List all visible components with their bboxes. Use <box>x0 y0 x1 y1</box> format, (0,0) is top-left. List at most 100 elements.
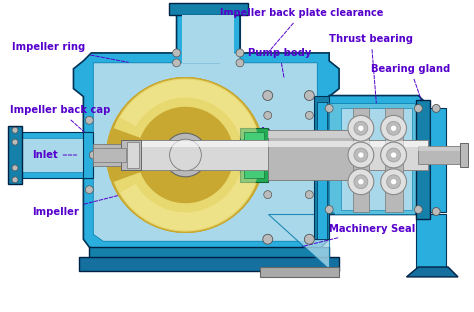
Text: Machinery Seal: Machinery Seal <box>302 224 415 246</box>
Circle shape <box>387 175 401 189</box>
Circle shape <box>12 127 18 133</box>
Circle shape <box>358 152 364 158</box>
Circle shape <box>12 165 18 171</box>
Polygon shape <box>317 102 327 239</box>
Circle shape <box>263 90 273 100</box>
Circle shape <box>305 191 313 199</box>
Circle shape <box>387 121 401 135</box>
Circle shape <box>381 115 407 141</box>
Text: Bearing gland: Bearing gland <box>371 64 450 118</box>
Polygon shape <box>244 132 264 178</box>
Polygon shape <box>113 78 263 151</box>
Polygon shape <box>12 132 93 178</box>
Circle shape <box>304 234 314 244</box>
Polygon shape <box>169 3 248 15</box>
Polygon shape <box>106 78 265 157</box>
Polygon shape <box>93 144 131 166</box>
Polygon shape <box>113 159 263 232</box>
Polygon shape <box>127 142 139 168</box>
Circle shape <box>358 125 364 131</box>
Circle shape <box>170 139 201 171</box>
Circle shape <box>354 148 368 162</box>
Polygon shape <box>80 257 339 271</box>
Polygon shape <box>416 214 446 269</box>
Circle shape <box>85 186 93 194</box>
Polygon shape <box>106 153 265 232</box>
Circle shape <box>348 115 374 141</box>
Polygon shape <box>268 131 359 138</box>
Circle shape <box>325 206 333 213</box>
Polygon shape <box>73 15 339 251</box>
Polygon shape <box>385 109 402 212</box>
Circle shape <box>264 111 272 119</box>
Polygon shape <box>430 109 446 212</box>
Circle shape <box>414 105 422 112</box>
Text: Inlet: Inlet <box>32 150 77 160</box>
Polygon shape <box>120 170 258 230</box>
Text: Impeller back plate clearance: Impeller back plate clearance <box>220 8 383 51</box>
Circle shape <box>381 169 407 195</box>
Polygon shape <box>353 109 369 212</box>
Circle shape <box>12 177 18 183</box>
Text: Impeller ring: Impeller ring <box>12 42 128 62</box>
Circle shape <box>354 121 368 135</box>
Text: Impeller back cap: Impeller back cap <box>10 105 110 138</box>
Circle shape <box>236 59 244 67</box>
Polygon shape <box>113 159 263 232</box>
Polygon shape <box>341 109 412 210</box>
Circle shape <box>304 90 314 100</box>
Circle shape <box>173 49 181 57</box>
Polygon shape <box>93 148 126 162</box>
Circle shape <box>432 105 440 112</box>
Polygon shape <box>416 100 430 219</box>
Polygon shape <box>120 80 258 140</box>
Polygon shape <box>329 95 426 214</box>
Circle shape <box>85 116 93 124</box>
Circle shape <box>432 207 440 216</box>
Polygon shape <box>12 138 93 172</box>
Polygon shape <box>93 53 317 241</box>
Circle shape <box>348 169 374 195</box>
Circle shape <box>173 59 181 67</box>
Circle shape <box>236 49 244 57</box>
Polygon shape <box>268 214 329 269</box>
Polygon shape <box>407 267 458 277</box>
Polygon shape <box>176 15 240 53</box>
Circle shape <box>358 179 364 185</box>
Text: Pump body: Pump body <box>248 48 311 78</box>
Circle shape <box>89 151 97 159</box>
Polygon shape <box>89 247 329 259</box>
Text: Axis: Axis <box>248 127 272 146</box>
Circle shape <box>391 179 397 185</box>
Polygon shape <box>8 126 22 184</box>
Circle shape <box>381 142 407 168</box>
Polygon shape <box>113 78 263 151</box>
Circle shape <box>391 125 397 131</box>
Polygon shape <box>83 132 93 178</box>
Circle shape <box>387 148 401 162</box>
Circle shape <box>305 111 313 119</box>
Circle shape <box>348 142 374 168</box>
Polygon shape <box>419 147 464 151</box>
Circle shape <box>164 133 207 177</box>
Polygon shape <box>419 146 464 164</box>
Polygon shape <box>131 141 428 147</box>
Text: Impeller: Impeller <box>32 190 138 217</box>
Circle shape <box>391 152 397 158</box>
Polygon shape <box>121 140 141 170</box>
Polygon shape <box>182 15 234 53</box>
Polygon shape <box>260 267 339 277</box>
Polygon shape <box>182 15 234 63</box>
Text: Thrust bearing: Thrust bearing <box>329 34 413 106</box>
Polygon shape <box>268 130 359 180</box>
Polygon shape <box>329 104 420 214</box>
Polygon shape <box>131 140 428 170</box>
Circle shape <box>325 105 333 112</box>
Polygon shape <box>314 95 329 239</box>
Circle shape <box>263 234 273 244</box>
Circle shape <box>414 206 422 213</box>
Circle shape <box>264 191 272 199</box>
Circle shape <box>354 175 368 189</box>
Polygon shape <box>240 128 268 182</box>
Circle shape <box>12 139 18 145</box>
